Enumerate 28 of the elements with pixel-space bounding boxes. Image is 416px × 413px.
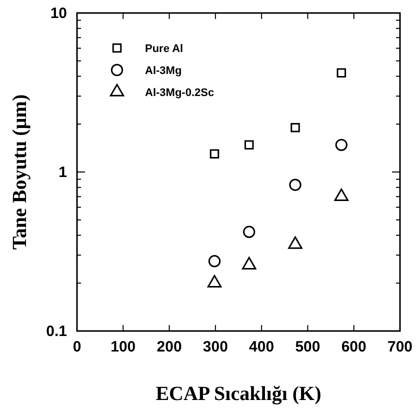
y-axis-title: Tane Boyutu (µm) xyxy=(9,94,31,250)
x-tick-label: 700 xyxy=(387,338,413,356)
x-tick-label: 600 xyxy=(341,338,366,356)
point xyxy=(208,255,221,268)
point xyxy=(243,226,256,238)
x-tick-label: 300 xyxy=(202,338,228,356)
y-tick-label: 0.1 xyxy=(46,322,67,340)
point xyxy=(244,140,254,150)
x-tick-label: 0 xyxy=(72,338,82,356)
point xyxy=(242,256,256,270)
point xyxy=(334,188,349,202)
x-tick-label: 200 xyxy=(156,338,182,356)
x-tick-label: 500 xyxy=(295,338,320,356)
legend-label: Pure Al xyxy=(145,43,184,55)
x-tick-label: 400 xyxy=(249,338,274,356)
x-axis-title: ECAP Sıcaklığı (K) xyxy=(156,383,322,405)
y-tick-label: 1 xyxy=(58,164,67,181)
point xyxy=(335,138,348,152)
legend-label: Al-3Mg xyxy=(145,65,182,77)
point xyxy=(336,68,346,78)
x-tick-label: 100 xyxy=(110,338,136,356)
y-tick-label: 10 xyxy=(50,4,67,22)
point xyxy=(207,275,222,288)
legend-label: Al-3Mg-0.2Sc xyxy=(145,87,214,99)
point xyxy=(289,178,302,191)
point xyxy=(290,123,300,132)
point xyxy=(210,149,220,159)
point xyxy=(288,236,302,249)
